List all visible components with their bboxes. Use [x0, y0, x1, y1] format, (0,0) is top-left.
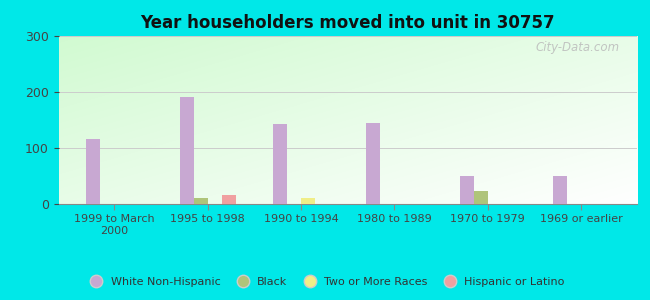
- Text: City-Data.com: City-Data.com: [536, 41, 619, 54]
- Bar: [180, 98, 194, 203]
- Legend: White Non-Hispanic, Black, Two or More Races, Hispanic or Latino: White Non-Hispanic, Black, Two or More R…: [81, 273, 569, 291]
- Bar: [86, 139, 101, 203]
- Title: Year householders moved into unit in 30757: Year householders moved into unit in 307…: [140, 14, 555, 32]
- Bar: [301, 198, 315, 203]
- Bar: [460, 176, 474, 203]
- Bar: [474, 191, 488, 203]
- Bar: [367, 123, 380, 203]
- Bar: [273, 124, 287, 203]
- Bar: [194, 198, 208, 203]
- Bar: [553, 176, 567, 203]
- Bar: [222, 195, 236, 203]
